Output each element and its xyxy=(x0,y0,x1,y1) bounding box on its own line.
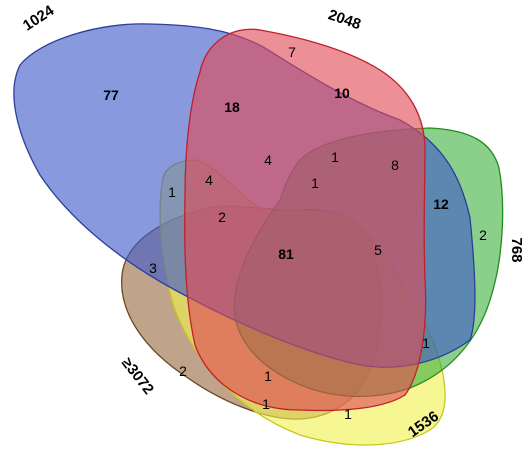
region-count: 1 xyxy=(168,184,176,200)
region-count: 1 xyxy=(311,175,319,191)
region-count: 1 xyxy=(262,396,270,412)
region-count: 18 xyxy=(224,99,240,115)
region-count: 2 xyxy=(218,209,226,225)
region-count: 12 xyxy=(433,196,449,212)
region-count: 1 xyxy=(331,149,339,165)
region-count: 10 xyxy=(334,85,350,101)
region-count: 2 xyxy=(179,363,187,379)
region-count: 1 xyxy=(344,406,352,422)
region-count: 3 xyxy=(149,260,157,276)
set-label-1024: 1024 xyxy=(20,2,58,35)
region-count-labels: 77 7 18 10 4 1 8 12 1 1 4 2 3 81 5 2 1 2… xyxy=(103,44,487,422)
region-count: 1 xyxy=(422,335,430,351)
set-label-2048: 2048 xyxy=(326,6,363,33)
region-count: 77 xyxy=(103,87,119,103)
set-2048-shape xyxy=(184,28,427,412)
region-count: 4 xyxy=(264,152,272,168)
set-label-768: 768 xyxy=(508,237,525,262)
region-count: 4 xyxy=(205,172,213,188)
region-count: 81 xyxy=(278,246,294,262)
set-label-3072: ≥3072 xyxy=(118,355,157,398)
region-count: 1 xyxy=(264,368,272,384)
region-count: 7 xyxy=(288,44,296,60)
region-count: 5 xyxy=(374,242,382,258)
region-count: 8 xyxy=(391,157,399,173)
region-count: 2 xyxy=(479,227,487,243)
